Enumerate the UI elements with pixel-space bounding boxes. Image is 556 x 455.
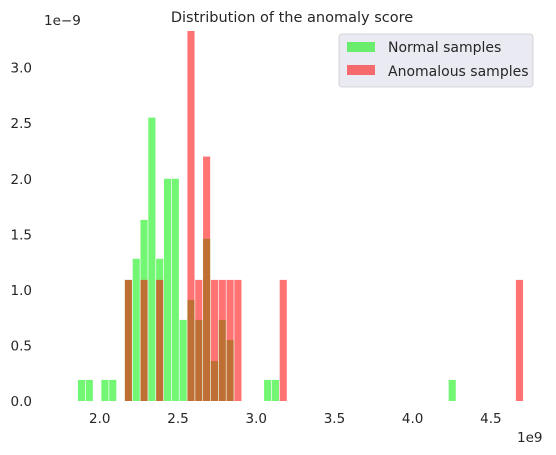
x-tick-label: 4.0 <box>402 411 423 427</box>
y-tick-label: 0.0 <box>11 394 32 410</box>
x-tick-label: 4.5 <box>480 411 501 427</box>
anomalous-bar <box>218 279 226 401</box>
x-tick-label: 2.5 <box>167 411 188 427</box>
normal-bar <box>101 379 109 401</box>
y-tick-label: 2.0 <box>11 172 32 188</box>
y-tick-label: 2.5 <box>11 116 32 132</box>
x-offset-label: 1e9 <box>517 430 542 446</box>
normal-bar <box>264 379 272 401</box>
normal-bar <box>448 379 456 401</box>
anomalous-samples-bars <box>124 31 524 401</box>
y-tick-label: 3.0 <box>11 61 32 77</box>
normal-bar <box>163 178 172 401</box>
legend-swatch-normal <box>347 42 375 52</box>
normal-bar <box>171 178 179 401</box>
x-tick-label: 3.5 <box>324 411 345 427</box>
normal-bar <box>271 379 280 401</box>
anomalous-bar <box>203 156 211 401</box>
anomalous-bar <box>195 279 203 401</box>
y-tick-label: 0.5 <box>11 338 32 354</box>
anomalous-bar <box>234 279 242 401</box>
y-tick-label: 1.0 <box>11 283 32 299</box>
x-tick-label: 3.0 <box>245 411 266 427</box>
normal-bar <box>148 117 156 402</box>
normal-bar <box>77 379 86 401</box>
normal-bar <box>179 319 187 401</box>
anomalous-bar <box>156 279 164 401</box>
legend-box <box>338 33 534 88</box>
anomalous-bar <box>279 279 287 401</box>
chart-title: Distribution of the anomaly score <box>171 10 413 26</box>
anomalous-bar <box>124 279 132 401</box>
anomalous-bar <box>187 31 195 401</box>
normal-bar <box>132 258 140 401</box>
normal-bar <box>85 379 93 401</box>
y-tick-label: 1.5 <box>11 227 32 243</box>
normal-samples-bars <box>77 117 456 402</box>
legend-label-normal: Normal samples <box>388 40 501 56</box>
x-tick-label: 2.0 <box>89 411 110 427</box>
x-axis-ticks: 2.0 2.5 3.0 3.5 4.0 4.5 <box>89 411 502 427</box>
y-axis-ticks: 0.0 0.5 1.0 1.5 2.0 2.5 3.0 <box>11 61 32 410</box>
normal-bar <box>109 379 117 401</box>
anomalous-bar <box>515 279 524 401</box>
legend-swatch-anomalous <box>347 65 375 75</box>
y-offset-label: 1e−9 <box>44 13 81 29</box>
anomalous-bar <box>226 279 234 401</box>
anomalous-bar <box>140 279 148 401</box>
anomalous-bar <box>210 279 218 401</box>
legend: Normal samples Anomalous samples <box>338 33 534 88</box>
legend-label-anomalous: Anomalous samples <box>388 64 529 80</box>
